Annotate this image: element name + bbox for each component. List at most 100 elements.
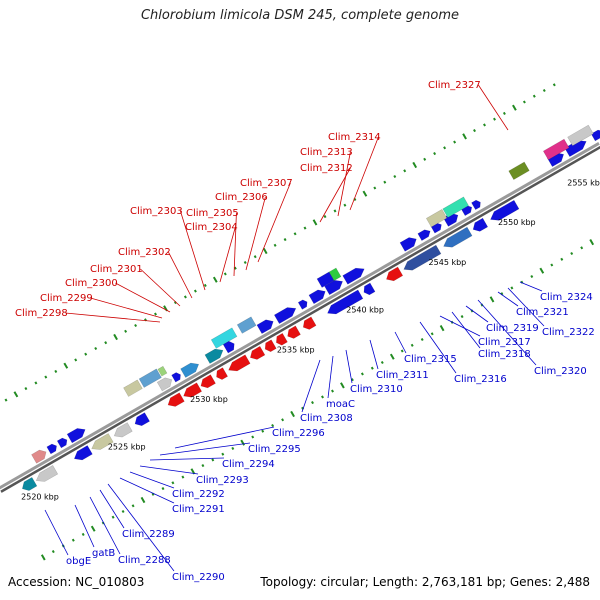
forward-gene-label: Clim_2307 — [240, 178, 293, 189]
tick-mark-outer — [483, 123, 486, 127]
forward-gene — [204, 348, 224, 364]
reverse-gene — [276, 332, 288, 346]
forward-label-leader — [233, 212, 237, 277]
forward-gene — [56, 437, 68, 449]
tick-mark-outer — [283, 238, 287, 242]
tick-mark-inner — [81, 532, 85, 536]
reverse-gene — [35, 465, 59, 482]
tick-mark-outer — [433, 152, 437, 156]
tick-mark-outer — [262, 247, 268, 255]
reverse-gene-label: Clim_2317 — [478, 337, 531, 348]
reverse-label-leader — [159, 442, 251, 456]
forward-gene — [590, 129, 600, 142]
forward-gene-label: Clim_2313 — [300, 147, 353, 158]
scale-label: 2535 kbp — [277, 345, 315, 354]
tick-mark-outer — [243, 260, 247, 265]
reverse-gene-label: moaC — [326, 399, 355, 410]
tick-mark-outer — [13, 391, 19, 398]
reverse-gene-label: Clim_2290 — [172, 572, 225, 583]
gene-block-khaki — [123, 379, 143, 397]
tick-mark-inner — [460, 315, 464, 319]
label-layer: Clim_2298 Clim_2299 Clim_2300 Clim_2301 Clim… — [15, 80, 595, 583]
reverse-label-leader — [419, 321, 457, 374]
tick-mark-inner — [111, 515, 115, 519]
reverse-gene — [264, 339, 277, 352]
tick-mark-inner — [439, 325, 445, 332]
forward-gene — [180, 362, 200, 378]
tick-mark-outer — [542, 88, 546, 93]
tick-mark-inner — [331, 389, 334, 393]
reverse-label-leader — [174, 426, 275, 449]
forward-gene-label: Clim_2299 — [40, 293, 93, 304]
reverse-gene-label: Clim_2291 — [172, 504, 225, 515]
reverse-gene — [443, 226, 473, 248]
tick-mark-inner — [51, 550, 55, 554]
tick-mark-inner — [370, 366, 374, 370]
tick-mark-outer — [423, 157, 427, 161]
reverse-gene — [472, 217, 489, 232]
tick-mark-outer — [154, 312, 157, 316]
tick-mark-inner — [360, 372, 364, 376]
map-title: Chlorobium limicola DSM 245, complete ge… — [140, 8, 460, 23]
reverse-gene-label: Clim_2293 — [196, 475, 249, 486]
reverse-label-leader — [394, 331, 407, 354]
reverse-gene-label: Clim_2321 — [516, 307, 569, 318]
reverse-gene — [363, 282, 376, 296]
forward-label-leader — [90, 297, 163, 319]
reverse-label-leader — [497, 291, 519, 307]
reverse-label-leader — [129, 471, 175, 489]
tick-mark-inner — [131, 504, 135, 508]
tick-mark-inner — [251, 435, 255, 439]
tick-mark-outer — [502, 111, 506, 115]
reverse-gene — [228, 354, 251, 372]
reverse-label-leader — [301, 359, 321, 413]
tick-mark-outer — [462, 133, 467, 140]
tick-mark-outer — [393, 174, 397, 179]
tick-mark-outer — [183, 295, 187, 299]
reverse-gene-label: gatB — [92, 548, 115, 559]
reverse-gene — [249, 345, 266, 360]
tick-mark-inner — [281, 418, 285, 422]
gene-block-teal — [442, 196, 469, 218]
gene-block-grey — [567, 124, 594, 147]
reverse-label-leader — [89, 496, 121, 555]
tick-mark-outer — [303, 226, 307, 230]
tick-mark-outer — [273, 243, 277, 247]
reverse-gene-label: Clim_2318 — [478, 349, 531, 360]
forward-label-leader — [349, 136, 379, 211]
forward-gene-label: Clim_2312 — [300, 163, 353, 174]
reverse-gene-label: Clim_2296 — [272, 428, 325, 439]
tick-mark-inner — [400, 349, 404, 353]
forward-label-leader — [140, 268, 181, 307]
tick-mark-inner — [181, 475, 185, 479]
forward-label-leader — [168, 251, 193, 299]
reverse-label-leader — [99, 489, 125, 529]
tick-mark-outer — [203, 283, 207, 287]
tick-mark-outer — [54, 369, 58, 373]
forward-gene-label: Clim_2304 — [185, 222, 238, 233]
scale-label: 2520 kbp — [21, 492, 59, 501]
reverse-gene — [386, 266, 404, 282]
reverse-label-leader — [451, 311, 481, 349]
tick-mark-inner — [71, 538, 75, 542]
tick-mark-inner — [389, 353, 395, 360]
tick-mark-inner — [380, 360, 384, 365]
tick-mark-outer — [493, 117, 496, 121]
scale-label: 2530 kbp — [190, 395, 228, 404]
backbone-line-outer — [0, 141, 600, 490]
reverse-gene-label: Clim_2315 — [404, 354, 457, 365]
tick-mark-inner — [539, 267, 545, 274]
reverse-label-leader — [519, 281, 543, 292]
reverse-label-leader — [507, 287, 545, 327]
reverse-label-leader — [439, 315, 481, 337]
accession-text: Accession: NC_010803 — [8, 575, 145, 589]
tick-mark-outer — [333, 209, 337, 213]
scale-label: 2555 kbp — [567, 178, 600, 187]
tick-mark-outer — [44, 375, 48, 379]
tick-mark-inner — [121, 509, 125, 514]
reverse-gene-label: Clim_2320 — [534, 366, 587, 377]
forward-gene-label: Clim_2314 — [328, 132, 381, 143]
reverse-gene-label: Clim_2308 — [300, 413, 353, 424]
tick-mark-outer — [193, 289, 197, 293]
